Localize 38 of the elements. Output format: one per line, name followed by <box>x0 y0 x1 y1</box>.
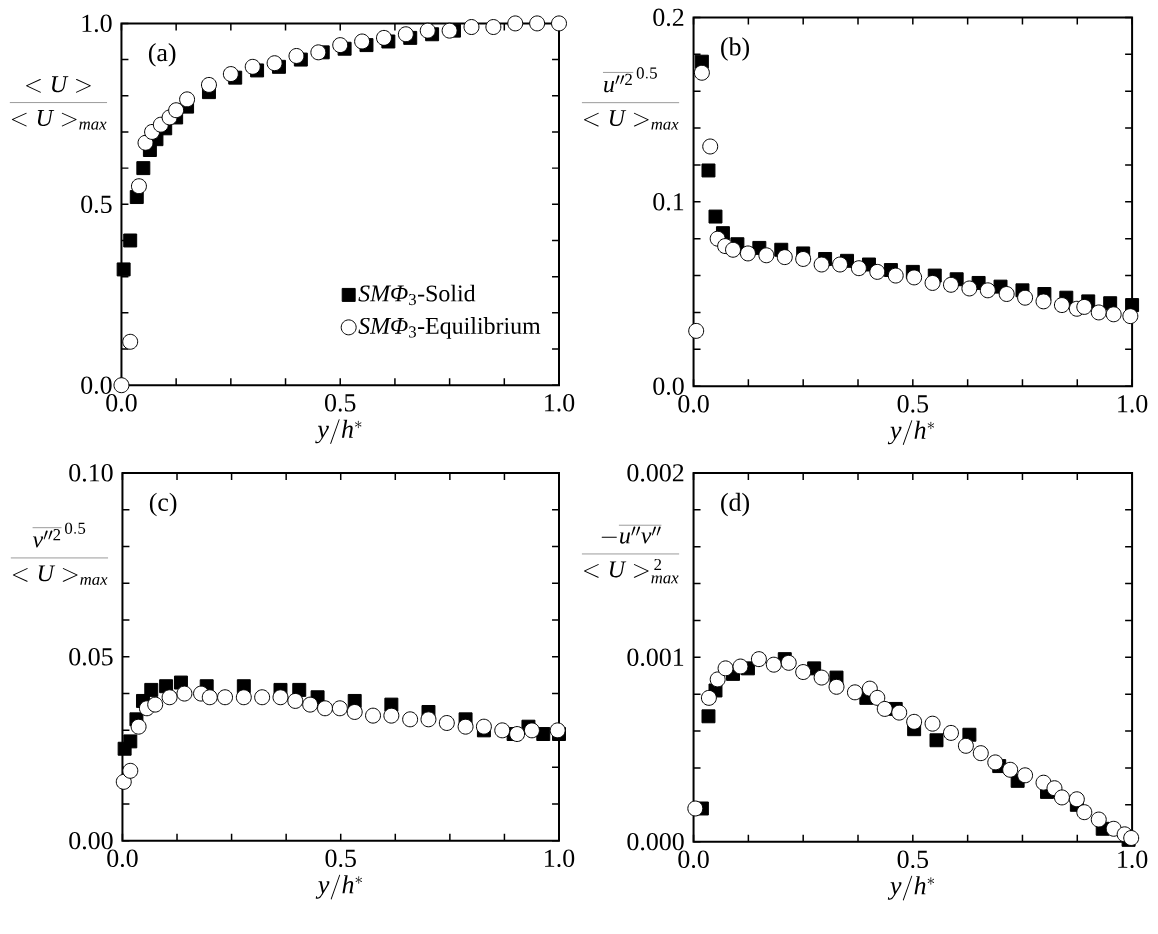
x-tick-label: 1.0 <box>545 393 575 412</box>
annotation: (d) <box>721 492 749 517</box>
x-tick-label: 0.0 <box>106 393 137 412</box>
x-tick-label: 1.0 <box>1118 394 1148 413</box>
y-axis-title: $\frac{<U>}{<U>_{max}}$ <box>9 76 108 130</box>
x-tick-label: 0.0 <box>678 394 709 413</box>
legend-label: SMΦ$_{3}$-Equilibrium <box>358 316 541 339</box>
x-axis-title: $y/h^{*}$ <box>315 874 362 900</box>
y-tick-label: 0.0 <box>653 377 684 395</box>
y-tick-label: 0.001 <box>627 648 684 666</box>
y-tick-label: 0.2 <box>653 8 684 27</box>
annotation: (a) <box>148 42 176 67</box>
x-tick-label: 0.0 <box>678 850 709 868</box>
x-axis-title: $y/h^{*}$ <box>887 875 935 901</box>
x-tick-label: 0.0 <box>107 849 138 867</box>
y-tick-label: 0.5 <box>81 195 112 213</box>
x-axis-title: $y/h^{*}$ <box>887 419 935 445</box>
y-tick-label: 0.00 <box>69 831 113 850</box>
y-tick-label: 0.000 <box>627 832 684 851</box>
x-tick-label: 1.0 <box>545 849 575 867</box>
annotation: (b) <box>721 37 749 61</box>
x-tick-label: 0.5 <box>325 849 356 867</box>
x-tick-label: 1.0 <box>1118 850 1148 868</box>
legend-label: SMΦ$_{3}$-Solid <box>358 284 476 305</box>
y-tick-label: 1.0 <box>82 14 112 33</box>
y-tick-label: 0.002 <box>627 463 684 482</box>
x-tick-label: 0.5 <box>897 850 929 868</box>
x-axis-title: $y/h^{*}$ <box>315 418 362 444</box>
x-tick-label: 0.5 <box>897 394 929 413</box>
y-tick-label: 0.10 <box>69 463 113 482</box>
x-tick-label: 0.5 <box>325 393 356 412</box>
y-axis-title: $\frac{\overline{v''^{2}}^{\,0.5}}{<U>_{max}}$ <box>10 522 109 585</box>
y-tick-label: 0.05 <box>69 647 113 666</box>
y-tick-label: 0.0 <box>81 376 112 394</box>
y-axis-title: $\frac{\overline{u''^{2}}^{\,0.5}}{<U>_{max}}$ <box>581 67 680 130</box>
y-tick-label: 0.1 <box>653 192 684 211</box>
y-axis-title: $\frac{-\overline{u''v''}}{<U>_{max}^{\,2}}$ <box>581 525 680 584</box>
annotation: (c) <box>149 492 177 517</box>
